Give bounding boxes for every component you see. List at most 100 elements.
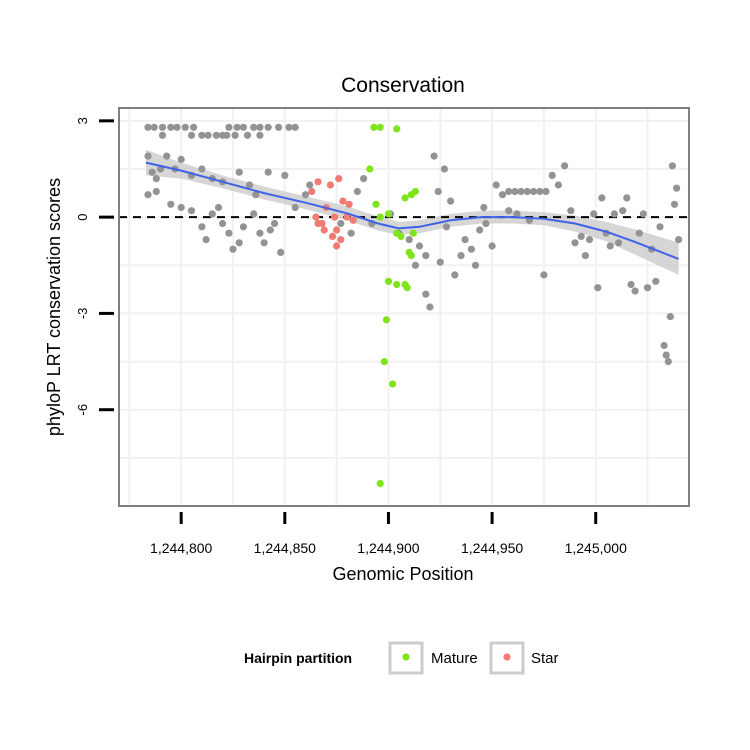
data-point-mature	[372, 200, 380, 208]
data-point-other	[187, 207, 196, 215]
data-point-other	[158, 123, 167, 131]
data-point-other	[422, 290, 430, 298]
data-point-mature	[393, 280, 401, 289]
data-point-other	[204, 131, 212, 139]
data-point-other	[662, 351, 670, 359]
legend-swatch-star	[503, 653, 511, 661]
data-point-other	[480, 203, 488, 212]
data-point-other	[660, 341, 668, 350]
data-point-mature	[393, 229, 401, 237]
data-point-other	[476, 226, 484, 234]
data-point-mature	[384, 210, 393, 218]
data-point-other	[239, 223, 247, 231]
data-point-other	[561, 162, 569, 170]
legend-label-star: Star	[531, 650, 559, 667]
data-point-star	[333, 242, 341, 250]
data-point-other	[198, 223, 206, 231]
data-point-other	[167, 123, 175, 131]
data-point-other	[337, 219, 345, 228]
data-point-other	[635, 229, 643, 237]
data-point-other	[411, 261, 419, 269]
data-point-star	[339, 197, 347, 205]
data-point-other	[190, 123, 198, 131]
data-point-other	[656, 223, 664, 231]
x-axis-label: Genomic Position	[332, 564, 473, 584]
legend-swatch-mature	[402, 653, 410, 661]
data-point-star	[314, 178, 322, 186]
data-point-star	[345, 200, 353, 208]
legend-title: Hairpin partition	[244, 650, 352, 666]
data-point-other	[285, 123, 293, 131]
data-point-star	[337, 236, 345, 244]
data-point-other	[606, 242, 614, 250]
data-point-star	[343, 213, 351, 221]
data-point-other	[590, 210, 598, 218]
data-point-other	[434, 187, 442, 196]
data-point-other	[250, 210, 258, 218]
data-point-other	[264, 168, 272, 176]
data-point-other	[266, 226, 274, 234]
data-point-other	[281, 171, 289, 179]
data-point-other	[239, 123, 247, 131]
data-point-other	[353, 187, 361, 196]
data-point-other	[198, 131, 206, 139]
legend-label-mature: Mature	[431, 650, 478, 667]
data-point-mature	[401, 194, 409, 202]
axis-layer: 1,244,800 1,244,850 1,244,900 1,244,950 1,24…	[75, 117, 627, 556]
data-point-other	[461, 236, 469, 244]
data-point-star	[331, 213, 339, 221]
data-point-other	[144, 123, 152, 131]
data-point-other	[270, 219, 279, 228]
y-tick-label: -6	[75, 404, 90, 416]
data-point-other	[202, 236, 210, 244]
data-point-other	[627, 280, 635, 289]
data-point-other	[291, 123, 299, 131]
data-point-other	[187, 131, 196, 139]
data-point-other	[577, 232, 585, 240]
data-point-other	[212, 131, 220, 139]
data-point-other	[673, 184, 681, 192]
y-tick-label: 0	[75, 213, 90, 220]
data-point-other	[643, 284, 652, 292]
data-point-other	[291, 203, 299, 212]
data-point-other	[536, 187, 544, 196]
data-point-mature	[389, 380, 397, 388]
data-point-other	[360, 175, 368, 183]
data-point-other	[181, 123, 189, 131]
data-point-other	[243, 131, 252, 139]
x-tick-label: 1,244,850	[254, 540, 316, 556]
y-tick-label: 3	[75, 117, 90, 124]
data-point-other	[275, 123, 283, 131]
x-tick-label: 1,245,000	[565, 540, 627, 556]
data-point-other	[451, 271, 459, 279]
data-point-other	[513, 210, 521, 218]
data-point-star	[314, 219, 322, 228]
data-point-star	[308, 187, 316, 196]
data-point-other	[517, 187, 525, 196]
data-point-other	[260, 239, 268, 247]
data-point-star	[349, 216, 357, 224]
data-point-other	[619, 207, 627, 215]
data-point-other	[548, 171, 556, 179]
data-point-other	[256, 229, 264, 237]
data-point-other	[467, 245, 475, 253]
data-point-other	[505, 207, 513, 215]
data-point-other	[252, 191, 260, 199]
data-point-other	[167, 200, 175, 208]
panel-border	[118, 107, 690, 507]
data-point-mature	[409, 229, 417, 237]
data-point-other	[152, 187, 160, 196]
data-point-star	[328, 232, 337, 240]
data-point-other	[422, 252, 430, 260]
data-point-other	[235, 168, 243, 176]
data-point-other	[631, 287, 639, 295]
data-point-other	[447, 197, 455, 205]
data-point-other	[163, 152, 171, 160]
data-point-other	[639, 210, 648, 218]
data-point-other	[623, 194, 631, 202]
data-point-other	[231, 131, 239, 139]
data-point-star	[312, 213, 320, 221]
data-point-other	[598, 194, 606, 202]
data-point-other	[214, 203, 223, 212]
